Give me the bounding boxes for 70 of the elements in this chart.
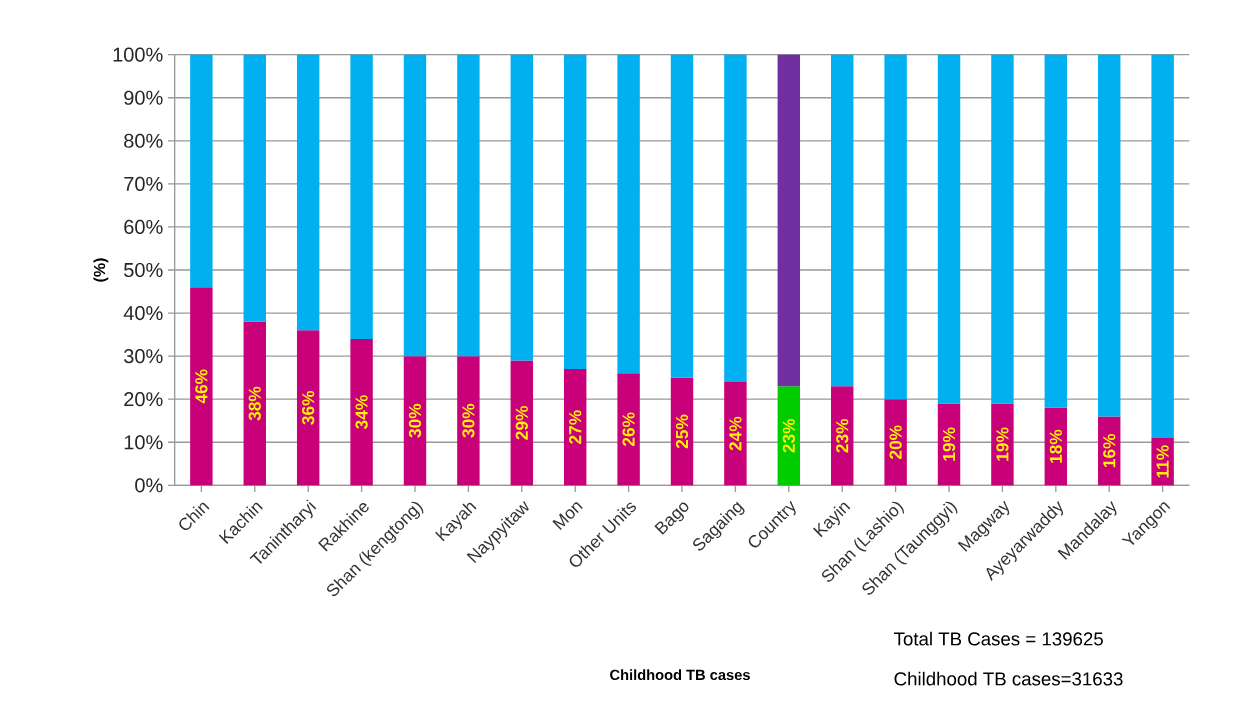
bar: [190, 54, 213, 288]
y-tick-label: 10%: [124, 435, 163, 450]
bar: [670, 54, 694, 378]
data-label: 23%: [782, 418, 795, 453]
bar: [510, 360, 534, 486]
bar: [1151, 54, 1174, 438]
y-tick-label: 90%: [124, 90, 163, 105]
bar: [777, 54, 801, 387]
bar: [1044, 54, 1068, 408]
data-label: 18%: [1049, 429, 1062, 463]
data-label: 38%: [248, 386, 261, 421]
data-label: 19%: [942, 427, 956, 461]
bar: [617, 373, 640, 486]
bar: [296, 54, 320, 331]
data-label: 30%: [408, 403, 422, 438]
bar: [937, 54, 961, 404]
y-axis-title: (%): [93, 258, 109, 282]
bar: [563, 369, 587, 486]
data-label: 24%: [729, 416, 742, 451]
y-tick-label: 100%: [113, 47, 163, 62]
bar: [457, 54, 480, 357]
bar: [510, 54, 534, 361]
data-label: 30%: [462, 403, 475, 438]
bar: [243, 54, 266, 322]
bar: [884, 54, 907, 400]
bar: [991, 54, 1014, 404]
bar: [991, 403, 1014, 486]
bar: [563, 54, 587, 370]
data-label: 36%: [302, 390, 315, 425]
data-label: 19%: [996, 427, 1009, 461]
bar: [350, 338, 373, 486]
bar: [831, 386, 854, 486]
y-tick-label: 30%: [124, 349, 163, 364]
data-label: 11%: [1156, 445, 1169, 478]
bar: [243, 321, 266, 486]
bar: [670, 377, 694, 486]
y-tick-label: 60%: [124, 219, 163, 235]
bar: [190, 287, 213, 486]
y-tick-label: 50%: [124, 262, 163, 278]
data-label: 26%: [622, 412, 635, 447]
text: Total TB Cases = 139625: [894, 631, 1103, 646]
bar: [724, 54, 747, 382]
x-axis-title: Childhood TB cases: [610, 669, 750, 681]
bar: [403, 356, 427, 486]
y-tick-label: 20%: [124, 392, 163, 407]
data-label: 20%: [889, 425, 902, 460]
x-tick-label: Mon: [552, 502, 583, 530]
bar: [724, 381, 747, 486]
y-tick-label: 40%: [123, 305, 163, 321]
bar: [777, 386, 801, 486]
bar: [350, 54, 373, 339]
data-label: 25%: [675, 414, 689, 449]
bar: [617, 54, 640, 374]
bar: [884, 399, 907, 486]
bar: [403, 54, 427, 357]
data-label: 16%: [1103, 434, 1116, 468]
data-label: 27%: [569, 410, 582, 444]
x-tick-label: Chin: [179, 502, 210, 530]
y-tick-label: 80%: [124, 133, 163, 148]
data-label: 29%: [515, 406, 528, 440]
data-label: 46%: [195, 369, 208, 404]
bar: [457, 356, 480, 486]
data-label: 34%: [355, 395, 368, 430]
y-tick-label: 0%: [135, 478, 163, 493]
data-label: 23%: [836, 418, 849, 453]
bar: [296, 330, 320, 486]
bar: [1098, 54, 1121, 417]
bar: [831, 54, 854, 387]
text: Childhood TB cases=31633: [894, 671, 1123, 686]
y-tick-label: 70%: [124, 176, 163, 191]
